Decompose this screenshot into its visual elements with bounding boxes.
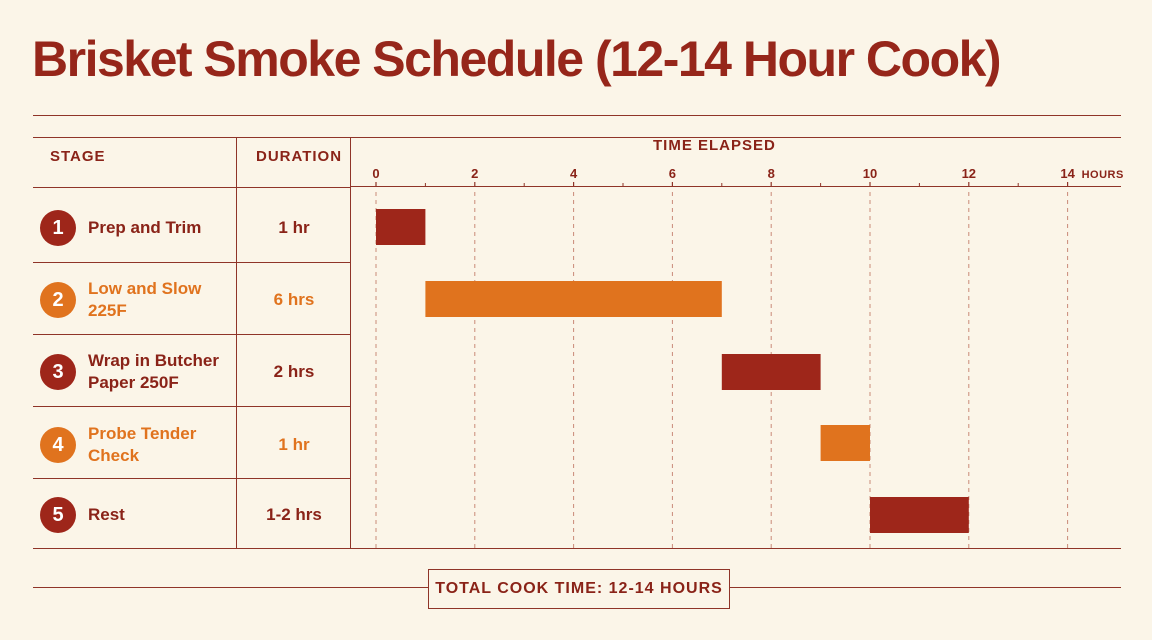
stage-name: Low and Slow 225F: [88, 279, 202, 320]
stage-number-badge: 4: [40, 427, 76, 463]
stage-duration: 2 hrs: [273, 362, 315, 381]
page-title: Brisket Smoke Schedule (12-14 Hour Cook): [32, 31, 1002, 87]
total-cook-time-label: TOTAL COOK TIME: 12-14 HOURS: [435, 580, 723, 597]
x-tick-label: 8: [768, 166, 775, 181]
stage-number-badge: 2: [40, 282, 76, 318]
stage-number-badge: 1: [40, 210, 76, 246]
stage-row: 1 Prep and Trim 1 hr: [34, 192, 350, 264]
gantt-bar: [376, 209, 426, 245]
time-elapsed-header: TIME ELAPSED: [653, 137, 776, 154]
stage-name: Wrap in Butcher Paper 250F: [88, 351, 219, 392]
table-bottom-border: [33, 548, 1121, 549]
x-tick-label: 6: [669, 166, 676, 181]
row-divider: [33, 406, 351, 407]
x-tick-label: 2: [471, 166, 478, 181]
table-top-border: [33, 137, 1121, 138]
chart-column-divider: [350, 137, 351, 549]
row-divider: [33, 262, 351, 263]
x-tick-label: 14: [1060, 166, 1075, 181]
stage-duration: 1 hr: [278, 435, 310, 454]
gantt-bar: [721, 354, 821, 390]
header-bottom-border: [33, 187, 351, 188]
duration-column-divider: [236, 137, 237, 549]
row-divider: [33, 334, 351, 335]
title-divider: [33, 115, 1121, 116]
stage-name: Probe Tender Check: [88, 424, 197, 465]
stage-number-badge: 5: [40, 497, 76, 533]
row-divider: [33, 478, 351, 479]
stage-row: 3 Wrap in Butcher Paper 250F 2 hrs: [34, 336, 350, 408]
axis-line: [351, 186, 1121, 187]
stage-row: 5 Rest 1-2 hrs: [34, 479, 350, 551]
stage-row: 4 Probe Tender Check 1 hr: [34, 409, 350, 481]
gantt-bar: [425, 281, 722, 317]
gantt-bar: [870, 497, 969, 533]
stage-duration: 1 hr: [278, 218, 310, 237]
x-unit-label: HOURS: [1082, 169, 1124, 181]
stage-name: Prep and Trim: [88, 218, 202, 237]
x-tick-label: 0: [372, 166, 379, 181]
duration-header: DURATION: [256, 148, 343, 165]
stage-row: 2 Low and Slow 225F 6 hrs: [34, 264, 350, 336]
gantt-bar: [820, 425, 870, 461]
x-tick-label: 12: [962, 166, 976, 181]
stage-duration: 6 hrs: [273, 290, 315, 309]
stage-duration: 1-2 hrs: [266, 505, 322, 524]
x-tick-label: 10: [863, 166, 877, 181]
x-tick-label: 4: [570, 166, 578, 181]
stage-name: Rest: [88, 505, 125, 524]
stage-number-badge: 3: [40, 354, 76, 390]
total-cook-time-box: TOTAL COOK TIME: 12-14 HOURS: [428, 569, 730, 609]
stage-header: STAGE: [50, 148, 106, 165]
